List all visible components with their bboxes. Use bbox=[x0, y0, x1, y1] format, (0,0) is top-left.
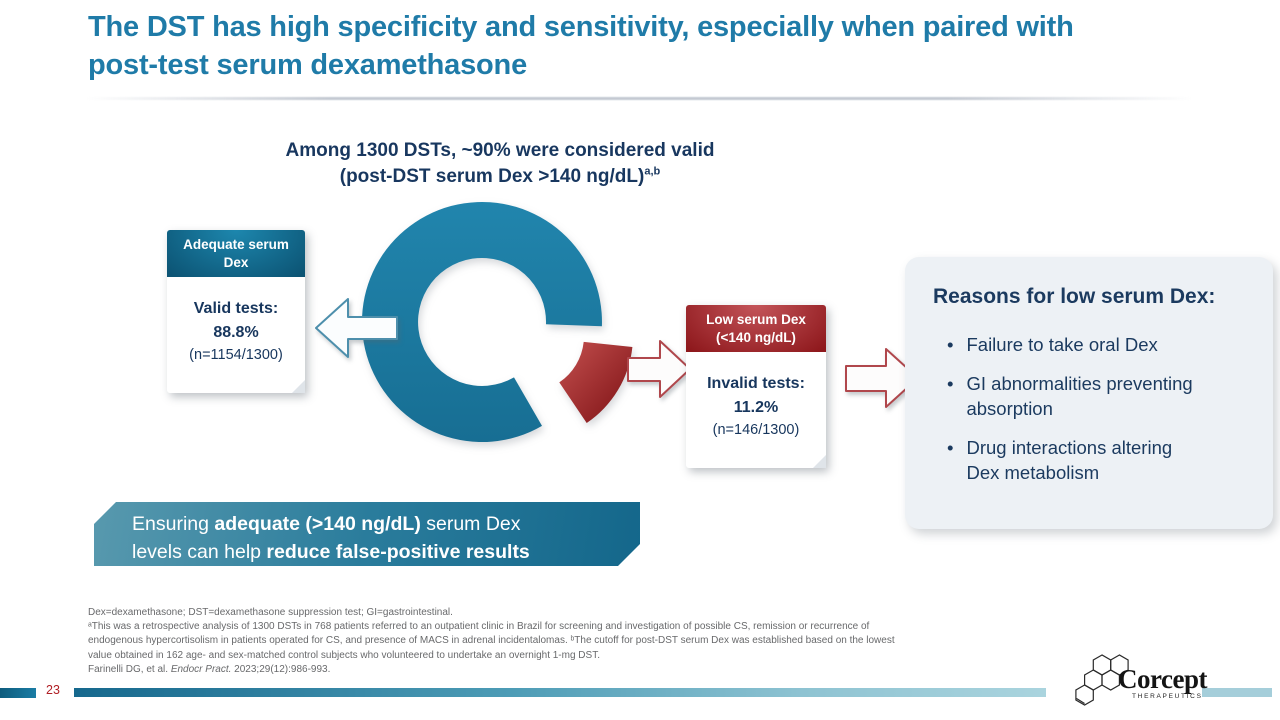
invalid-tests-callout: Low serum Dex (<140 ng/dL) Invalid tests… bbox=[686, 305, 826, 468]
page-title: The DST has high specificity and sensiti… bbox=[88, 11, 1074, 82]
footer-bar-left-segment bbox=[0, 688, 36, 698]
chart-subtitle: Among 1300 DSTs, ~90% were considered va… bbox=[210, 138, 790, 190]
title-divider bbox=[86, 97, 1192, 100]
chart-subtitle-line1: Among 1300 DSTs, ~90% were considered va… bbox=[285, 140, 715, 161]
chart-subtitle-line2: (post-DST serum Dex >140 ng/dL)a,b bbox=[339, 165, 661, 188]
logo-wordmark: Corcept bbox=[1118, 664, 1207, 694]
invalid-tests-body: Invalid tests: 11.2% (n=146/1300) bbox=[686, 352, 826, 468]
invalid-tests-value: 11.2% bbox=[733, 399, 779, 417]
reference-citation: Farinelli DG, et al. Endocr Pract. 2023;… bbox=[88, 663, 331, 675]
donut-invalid-slice bbox=[559, 341, 633, 423]
arrow-left-icon bbox=[315, 298, 398, 358]
footer-bar-right-segment bbox=[1202, 688, 1272, 697]
valid-tests-value: 88.8% bbox=[213, 324, 259, 342]
banner-line2: levels can help reduce false-positive re… bbox=[132, 541, 530, 564]
valid-tests-callout: Adequate serum Dex Valid tests: 88.8% (n… bbox=[167, 230, 305, 393]
footnote-a-line3: value obtained in 162 age- and sex-match… bbox=[88, 649, 600, 661]
reasons-panel: Reasons for low serum Dex: Failure to ta… bbox=[905, 257, 1273, 529]
footnotes: Dex=dexamethasone; DST=dexamethasone sup… bbox=[88, 606, 1098, 677]
valid-tests-label: Valid tests: bbox=[193, 300, 279, 318]
invalid-tests-n: (n=146/1300) bbox=[712, 422, 800, 439]
valid-tests-body: Valid tests: 88.8% (n=1154/1300) bbox=[167, 277, 305, 393]
footnote-marker: a,b bbox=[644, 165, 661, 178]
corcept-hexagons-icon bbox=[1075, 654, 1129, 706]
arrow-right-icon-slice bbox=[627, 340, 691, 398]
list-item: Failure to take oral Dex bbox=[947, 333, 1251, 357]
invalid-tests-header: Low serum Dex (<140 ng/dL) bbox=[686, 305, 826, 353]
donut-valid-slice bbox=[361, 201, 602, 442]
footnote-a-line2: endogenous hypercortisolism in patients … bbox=[88, 635, 895, 647]
invalid-tests-label: Invalid tests: bbox=[707, 375, 805, 393]
arrow-right-icon-reasons bbox=[845, 348, 919, 408]
page-number: 23 bbox=[46, 683, 60, 697]
banner-line1: Ensuring adequate (>140 ng/dL) serum Dex bbox=[132, 513, 521, 535]
reasons-list: Failure to take oral Dex GI abnormalitie… bbox=[933, 333, 1251, 485]
list-item: GI abnormalities preventing absorption bbox=[947, 372, 1251, 421]
corcept-logo: Corcept THERAPEUTICS bbox=[1058, 652, 1207, 706]
valid-tests-header: Adequate serum Dex bbox=[167, 230, 305, 278]
key-takeaway-banner: Ensuring adequate (>140 ng/dL) serum Dex… bbox=[94, 502, 640, 566]
logo-subtitle: THERAPEUTICS bbox=[1132, 693, 1203, 700]
footer-bar bbox=[74, 688, 1046, 697]
valid-tests-n: (n=1154/1300) bbox=[189, 347, 283, 364]
list-item: Drug interactions altering Dex metabolis… bbox=[947, 436, 1251, 485]
footnote-abbreviations: Dex=dexamethasone; DST=dexamethasone sup… bbox=[88, 607, 453, 618]
reasons-title: Reasons for low serum Dex: bbox=[933, 285, 1216, 308]
footnote-a-line1: ᵃThis was a retrospective analysis of 13… bbox=[88, 621, 870, 633]
